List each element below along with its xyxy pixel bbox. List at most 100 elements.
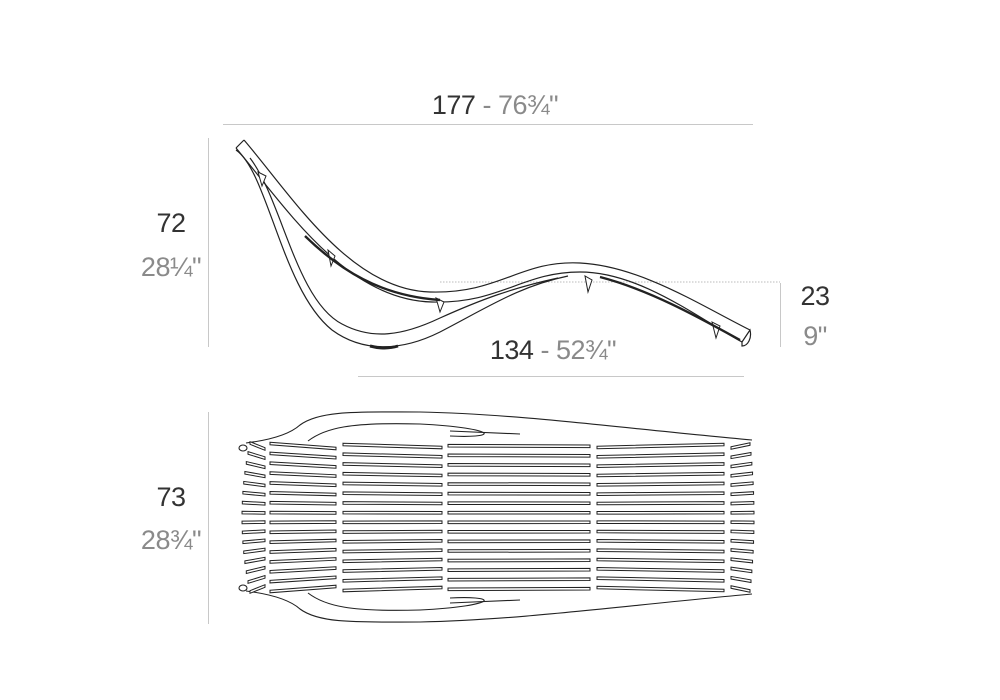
underside-slat-band-front (599, 275, 741, 342)
underside-slat-band (304, 235, 441, 302)
height-metric: 72 (156, 208, 186, 238)
slat (447, 501, 591, 506)
slat (342, 520, 443, 525)
slat (596, 520, 725, 525)
frame-end-bottom (238, 584, 248, 592)
slat (269, 461, 337, 469)
slat (342, 481, 443, 487)
slat (447, 443, 591, 449)
base-contact (369, 344, 399, 350)
width-metric: 73 (156, 482, 186, 512)
seat-length-dimension-line (358, 376, 744, 377)
slat (447, 529, 591, 534)
slat (447, 548, 591, 553)
slat (730, 548, 754, 554)
seat-height-dimension-line (780, 283, 781, 347)
slat (342, 548, 443, 554)
frame-outer-top (245, 411, 753, 444)
slat (447, 472, 591, 477)
slat (730, 510, 755, 515)
slat (342, 452, 443, 459)
slat (730, 566, 753, 574)
slat (243, 480, 266, 488)
slat (730, 557, 754, 564)
lower-loop-outer-edge (235, 149, 569, 348)
slat (342, 557, 443, 564)
slat (730, 471, 754, 478)
slat (342, 539, 443, 544)
slat (730, 575, 752, 584)
slat (596, 567, 725, 573)
slat (596, 491, 725, 496)
length-metric: 177 (431, 90, 476, 120)
frame-outer-bottom (245, 590, 753, 623)
slat (596, 462, 725, 468)
slat (596, 557, 725, 564)
slat (243, 547, 266, 555)
slat (244, 556, 266, 565)
slat (342, 529, 443, 534)
height-dimension-line (208, 138, 209, 347)
rail-end-caps (235, 139, 752, 347)
slat (241, 500, 266, 506)
slat (269, 529, 337, 535)
slat (730, 451, 752, 460)
slat (241, 510, 266, 515)
slat (242, 490, 266, 497)
slat (269, 451, 337, 460)
length-separator: - (475, 90, 498, 120)
slat (269, 520, 337, 525)
slat (269, 441, 337, 451)
upper-rail-bottom-edge (235, 147, 743, 343)
slat (447, 453, 591, 458)
slat (596, 481, 725, 487)
slat (596, 452, 725, 459)
slat (596, 576, 725, 583)
slat (730, 520, 755, 525)
frame-end-top (238, 444, 248, 452)
slat (342, 567, 443, 573)
length-dimension-line (223, 124, 753, 125)
slat (245, 565, 266, 575)
upper-rail-top-edge (243, 139, 751, 331)
slat (242, 538, 266, 545)
slat (269, 557, 337, 564)
slat (269, 491, 337, 497)
slat (247, 574, 266, 585)
slat (269, 575, 337, 584)
slat (249, 583, 266, 595)
slat (447, 539, 591, 544)
slat (269, 510, 337, 515)
slat (447, 577, 591, 582)
seat-height-imperial: 9" (803, 321, 827, 351)
seat-length-metric: 134 (489, 335, 534, 365)
seat-length-separator: - (533, 335, 556, 365)
frame-inner-loop-top (307, 423, 485, 442)
slat (596, 539, 725, 544)
slat (244, 470, 266, 479)
slat (249, 440, 266, 452)
slat (730, 491, 755, 497)
slat (342, 471, 443, 478)
slat (245, 460, 266, 470)
slat (596, 501, 725, 506)
slat (241, 520, 266, 525)
slat (447, 482, 591, 487)
slat (342, 501, 443, 506)
seat-length-dimension-label: 134 - 52¾" (489, 335, 617, 365)
slat (269, 547, 337, 554)
slat (596, 585, 725, 593)
slat (447, 586, 591, 592)
slat (447, 520, 591, 525)
slat (269, 471, 337, 478)
width-imperial: 28¾" (140, 525, 202, 555)
slat (730, 538, 755, 544)
slat (342, 510, 443, 515)
slat (269, 566, 337, 574)
slat (730, 529, 755, 535)
slat (342, 576, 443, 583)
slat (342, 585, 443, 593)
slat (447, 463, 591, 468)
